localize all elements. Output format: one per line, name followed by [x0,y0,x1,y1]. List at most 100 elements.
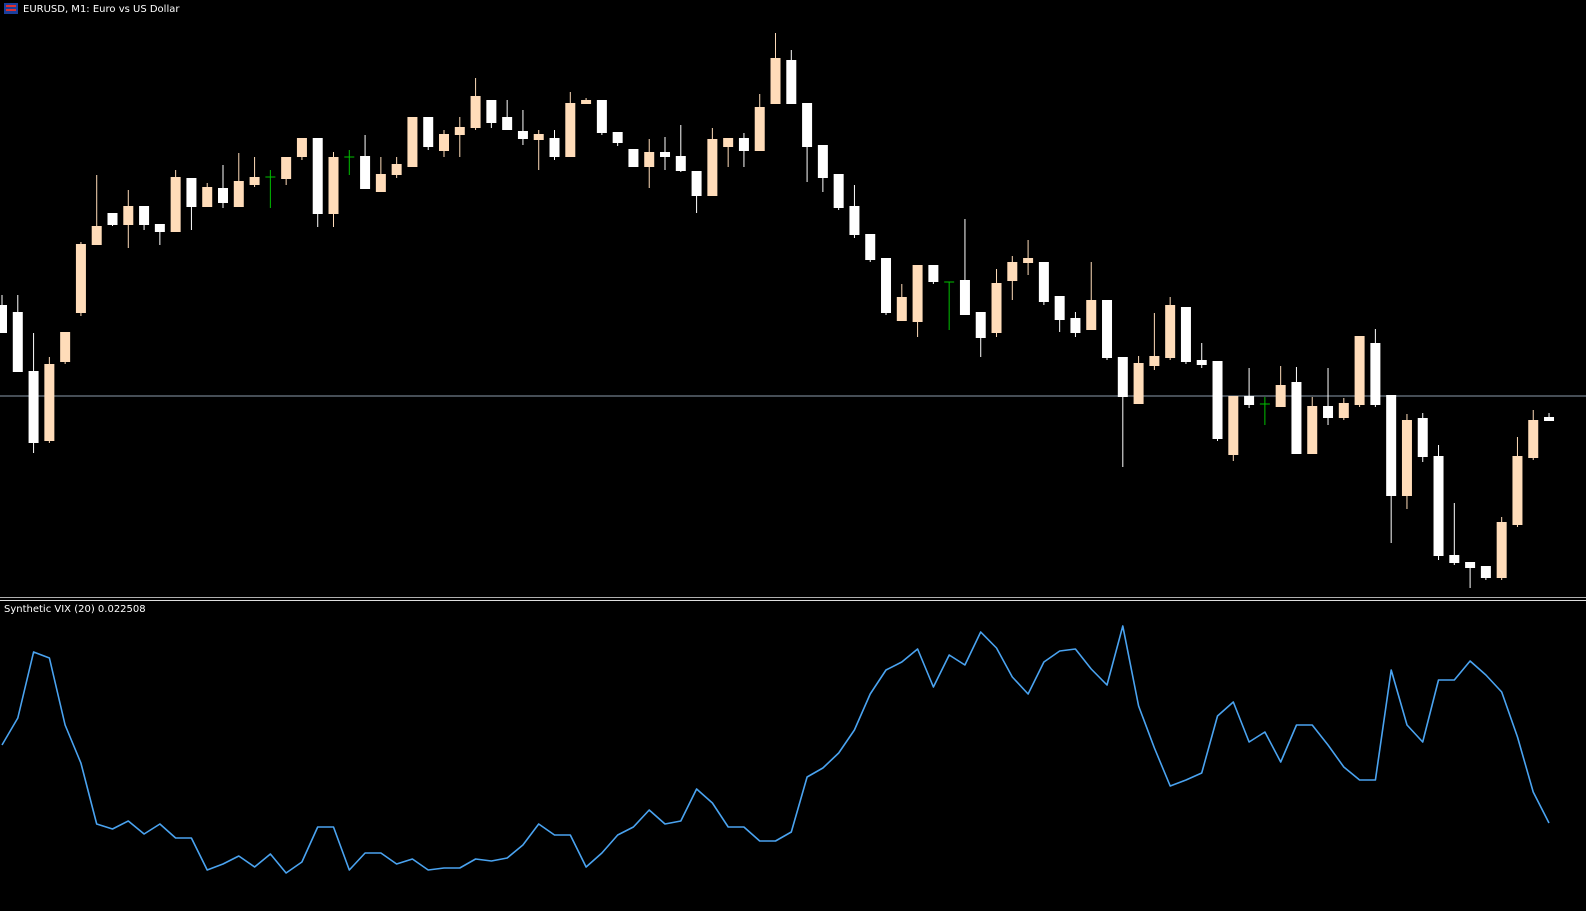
candle-body [896,297,907,321]
candle-body [328,157,339,214]
candle-body [439,134,450,151]
candle-body [628,149,639,167]
candle-body [1165,305,1176,358]
candle-body [44,364,55,441]
candle-body [802,103,813,147]
candle-body [139,206,150,225]
candle-body [991,283,1002,333]
indicator-line [1,625,1550,874]
candle-body [249,177,260,185]
candle-body [1386,395,1397,496]
candle-body [423,117,434,147]
candle-body [60,332,71,362]
indicator-title: Synthetic VIX (20) 0.022508 [4,604,146,615]
candle-body [486,100,497,123]
candle-body [170,177,181,232]
candle-body [1228,396,1239,455]
candle-body [1133,363,1144,404]
candle-body [596,100,607,133]
candle-body [12,312,23,372]
candle-body [644,152,655,167]
candle-body [0,305,7,333]
candle-body [1528,420,1539,458]
candle-body [565,103,576,157]
candle-body [865,234,876,260]
candle-body [549,138,560,157]
candle-body [218,188,229,203]
candle-body [75,244,86,313]
candle-body [1102,300,1113,358]
candle-body [1354,336,1365,405]
candle-body [738,138,749,151]
candle-body [123,206,134,225]
candle-body [1323,406,1334,418]
candle-body [312,138,323,214]
candle-body [754,107,765,151]
candle-body [1023,258,1034,263]
candle-body [1307,406,1318,454]
candle-body [912,265,923,322]
candle-body [1370,343,1381,405]
candle-body [1244,396,1255,405]
candle-body [1007,262,1018,281]
candle-body [770,58,781,104]
candle-body [1465,562,1476,568]
candle-body [1291,382,1302,454]
candle-body [1496,522,1507,578]
candle-body [691,171,702,196]
candle-body [470,96,481,128]
candle-body [1417,418,1428,457]
candle-body [407,117,418,167]
candle-body [707,139,718,196]
candle-body [1054,296,1065,320]
candle-body [581,100,592,104]
candle-body [612,132,623,143]
candle-body [675,156,686,171]
candle-body [154,224,165,232]
candle-body [296,138,307,157]
candle-body [107,213,118,225]
candle-body [786,60,797,104]
candle-body [881,258,892,313]
candle-body [1401,420,1412,496]
candle-body [1480,566,1491,578]
candle-body [928,265,939,282]
chart-title: EURUSD, M1: Euro vs US Dollar [23,4,180,15]
candle-body [233,181,244,207]
candle-body [186,178,197,207]
candle-body [28,371,39,443]
candle-body [1117,357,1128,397]
candle-body [1070,318,1081,333]
candle-body [91,226,102,245]
symbol-icon [4,3,18,14]
candle-body [1449,555,1460,563]
candle-body [533,134,544,140]
candle-body [975,312,986,338]
candle-body [1212,361,1223,439]
candle-body [833,174,844,208]
candle-body [1433,456,1444,556]
candle-body [959,280,970,315]
candle-body [375,174,386,192]
candle-body [723,138,734,147]
candle-body [1338,403,1349,418]
candle-body [1149,356,1160,366]
candle-body [281,157,292,179]
candle-body [1275,385,1286,407]
candle-body [502,117,513,130]
candle-body [360,156,371,189]
candle-body [1512,456,1523,525]
candle-body [1196,360,1207,365]
candle-body [1038,262,1049,302]
candle-body [391,164,402,175]
candle-body [202,187,213,207]
symbol-icon-stripe [6,9,16,11]
candle-body [660,152,671,157]
candle-body [454,127,465,135]
candle-body [1544,417,1555,421]
candle-body [1180,307,1191,362]
candle-body [1086,300,1097,330]
